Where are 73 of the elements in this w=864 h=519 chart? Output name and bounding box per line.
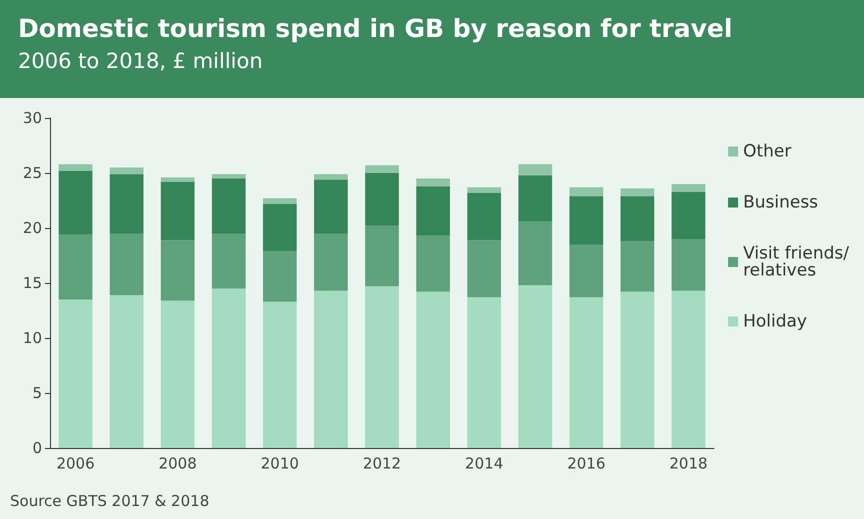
- x-tick-label: 2010: [260, 454, 299, 472]
- bar: [416, 186, 450, 236]
- y-tick-label: 0: [32, 439, 42, 457]
- y-tick-label: 20: [22, 219, 42, 237]
- bar: [110, 168, 144, 174]
- bar: [467, 297, 502, 448]
- bar: [672, 290, 706, 448]
- bar: [672, 192, 706, 239]
- bar: [467, 240, 502, 298]
- x-tick-label: 2012: [362, 454, 402, 472]
- bar: [212, 234, 246, 288]
- bar: [620, 241, 654, 292]
- x-tick-label: 2014: [465, 454, 504, 472]
- bar: [262, 198, 297, 204]
- legend-label: Business: [743, 192, 818, 212]
- bar: [569, 297, 604, 448]
- chart-title: Domestic tourism spend in GB by reason for travel: [18, 14, 734, 43]
- bar: [160, 177, 195, 182]
- bar: [58, 234, 92, 300]
- bar: [620, 292, 654, 448]
- bar: [569, 244, 604, 298]
- bar: [314, 234, 348, 291]
- x-tick-label: 2018: [669, 454, 708, 472]
- bar: [262, 204, 297, 252]
- x-tick-label: 2008: [158, 454, 197, 472]
- chart-subtitle: 2006 to 2018, £ million: [18, 49, 264, 73]
- bar: [262, 251, 297, 302]
- legend-label: Other: [743, 142, 792, 162]
- bar: [569, 187, 604, 196]
- bar: [467, 192, 502, 240]
- bar: [518, 175, 552, 222]
- y-tick-label: 10: [22, 329, 42, 347]
- bar: [467, 187, 502, 193]
- bar: [58, 170, 92, 235]
- bar: [518, 221, 552, 286]
- y-tick-label: 15: [22, 274, 42, 292]
- y-tick-label: 25: [22, 164, 42, 182]
- bar: [314, 174, 348, 180]
- bar: [212, 174, 246, 178]
- y-tick-label: 5: [32, 384, 42, 402]
- bar: [110, 234, 144, 296]
- bar: [110, 174, 144, 234]
- bar: [569, 196, 604, 244]
- source-note: Source GBTS 2017 & 2018: [10, 492, 210, 510]
- bar: [620, 196, 654, 242]
- bar: [416, 178, 450, 186]
- y-tick-label: 30: [22, 109, 42, 127]
- bar: [212, 178, 246, 234]
- bar: [518, 285, 552, 448]
- bar: [416, 236, 450, 292]
- bar: [314, 180, 348, 234]
- bar: [365, 173, 399, 226]
- bar: [212, 288, 246, 448]
- bar: [365, 165, 399, 173]
- bar: [672, 184, 706, 192]
- bar: [160, 240, 195, 301]
- bar: [672, 239, 706, 291]
- bar: [365, 226, 399, 286]
- bar: [58, 164, 92, 171]
- bar: [416, 292, 450, 448]
- bar: [58, 300, 92, 448]
- bar: [518, 164, 552, 176]
- x-tick-label: 2006: [56, 454, 95, 472]
- x-tick-label: 2016: [567, 454, 606, 472]
- legend-label: Holiday: [743, 312, 807, 332]
- legend-label: Visit friends/relatives: [743, 244, 850, 280]
- bar: [620, 188, 654, 196]
- bar: [314, 290, 348, 448]
- bar: [262, 302, 297, 448]
- bar: [160, 300, 195, 448]
- bar: [110, 295, 144, 448]
- bar: [365, 286, 399, 448]
- bar: [160, 182, 195, 240]
